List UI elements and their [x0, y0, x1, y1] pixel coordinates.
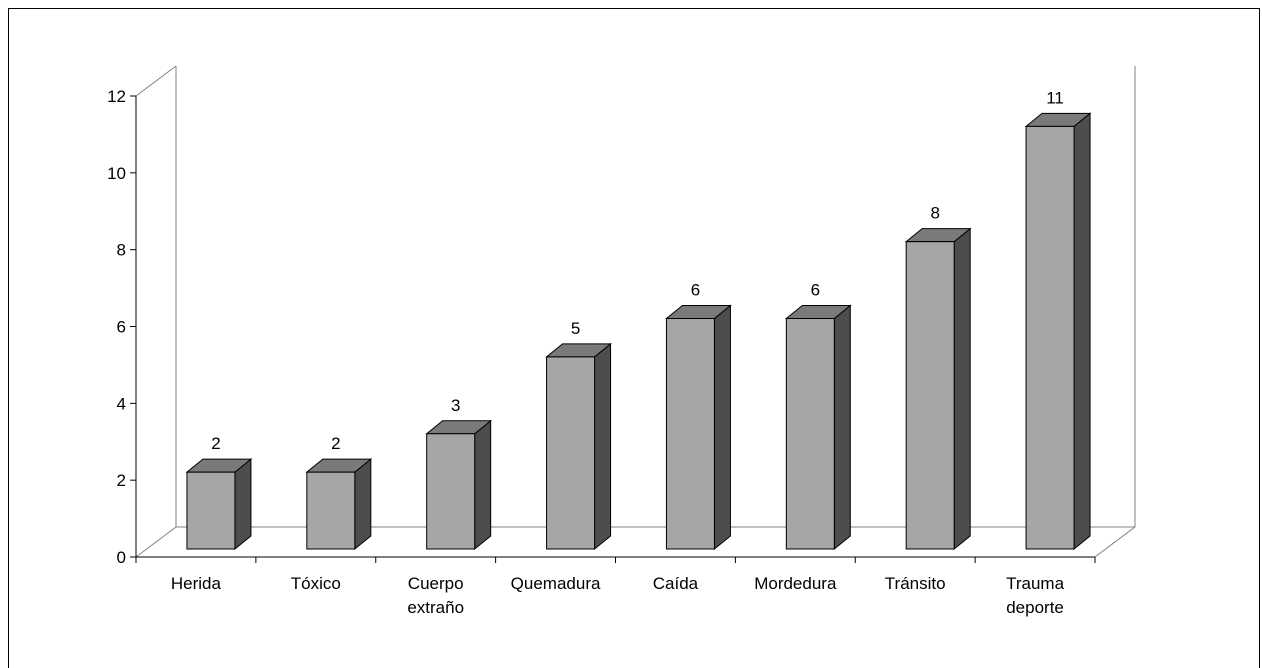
- bar-side: [234, 458, 252, 551]
- floor-right-edge: [1094, 526, 1136, 558]
- bar: [665, 318, 715, 550]
- bar: [905, 241, 955, 550]
- y-tick-label: 4: [117, 394, 126, 413]
- bar: [546, 356, 596, 550]
- bar-side: [953, 227, 971, 551]
- wall-top-diagonal: [135, 65, 177, 97]
- category-label: Tránsito: [885, 574, 946, 593]
- bar-side: [354, 458, 372, 551]
- data-label: 8: [930, 204, 939, 223]
- chart-frame: [8, 8, 1260, 668]
- y-tick-label: 6: [117, 318, 126, 337]
- category-label: Caída: [653, 574, 699, 593]
- data-label: 6: [811, 281, 820, 300]
- bar: [306, 471, 356, 550]
- bar-side: [1073, 112, 1091, 551]
- data-label: 6: [691, 281, 700, 300]
- category-label: Cuerpo: [408, 574, 464, 593]
- data-label: 11: [1046, 88, 1064, 107]
- y-tick-label: 2: [117, 471, 126, 490]
- category-label: Herida: [171, 574, 222, 593]
- data-label: 5: [571, 319, 580, 338]
- bar-side: [594, 342, 612, 551]
- category-label: Mordedura: [754, 574, 837, 593]
- category-label: Tóxico: [291, 574, 341, 593]
- category-label: deporte: [1006, 598, 1064, 617]
- bar: [1025, 125, 1075, 550]
- bar-side: [833, 304, 851, 551]
- data-label: 3: [451, 396, 460, 415]
- bar: [186, 471, 236, 550]
- y-tick-label: 0: [117, 548, 126, 567]
- data-label: 2: [211, 434, 220, 453]
- floor-left-edge: [135, 526, 177, 558]
- y-tick-label: 8: [117, 241, 126, 260]
- bar: [426, 433, 476, 550]
- y-tick-label: 10: [107, 164, 126, 183]
- category-label: extraño: [407, 598, 464, 617]
- bar-side: [713, 304, 731, 551]
- data-label: 2: [331, 434, 340, 453]
- bar-side: [474, 419, 492, 551]
- category-label: Quemadura: [511, 574, 601, 593]
- bar: [785, 318, 835, 550]
- y-tick-label: 12: [107, 87, 126, 106]
- category-label: Trauma: [1006, 574, 1064, 593]
